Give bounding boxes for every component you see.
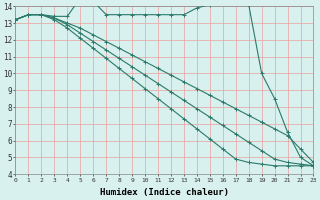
X-axis label: Humidex (Indice chaleur): Humidex (Indice chaleur) xyxy=(100,188,229,197)
